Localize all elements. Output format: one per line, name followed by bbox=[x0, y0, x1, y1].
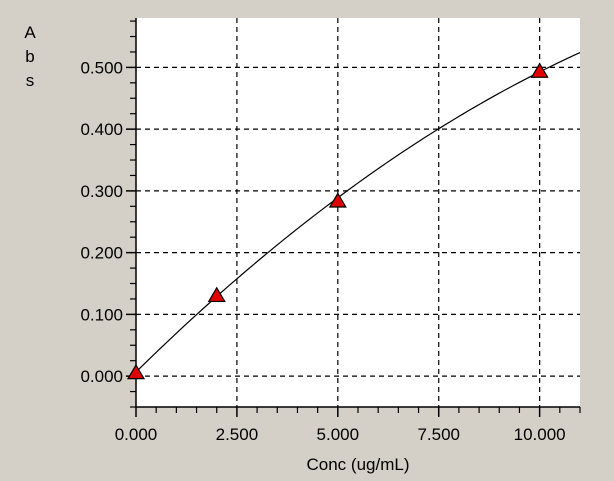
x-tick-labels: 0.000 2.500 5.000 7.500 10.000 bbox=[115, 425, 566, 444]
x-tick-label: 10.000 bbox=[514, 425, 566, 444]
x-tick-label: 2.500 bbox=[216, 425, 259, 444]
y-tick-label: 0.400 bbox=[80, 120, 123, 139]
y-axis-title-char-1: A bbox=[24, 23, 36, 42]
y-tick-label: 0.100 bbox=[80, 305, 123, 324]
x-axis-title: Conc (ug/mL) bbox=[307, 455, 410, 474]
data-points bbox=[126, 62, 549, 380]
axis-ticks bbox=[126, 20, 581, 417]
grid-lines bbox=[136, 18, 580, 407]
x-tick-label: 5.000 bbox=[317, 425, 360, 444]
y-axis-title-char-3: s bbox=[26, 71, 35, 90]
data-point-triangle bbox=[126, 363, 146, 380]
y-axis-title-char-2: b bbox=[25, 47, 34, 66]
fit-curve-line bbox=[135, 52, 581, 373]
y-tick-label: 0.200 bbox=[80, 244, 123, 263]
x-tick-label: 0.000 bbox=[115, 425, 158, 444]
plot-area bbox=[136, 18, 580, 407]
y-tick-labels: 0.000 0.100 0.200 0.300 0.400 0.500 bbox=[80, 58, 123, 386]
data-point-triangle bbox=[328, 192, 347, 208]
data-point-triangle bbox=[207, 286, 226, 303]
data-point-triangle bbox=[530, 62, 549, 78]
y-tick-label: 0.000 bbox=[80, 367, 123, 386]
x-tick-label: 7.500 bbox=[417, 425, 460, 444]
y-tick-label: 0.300 bbox=[80, 182, 123, 201]
y-tick-label: 0.500 bbox=[80, 58, 123, 77]
